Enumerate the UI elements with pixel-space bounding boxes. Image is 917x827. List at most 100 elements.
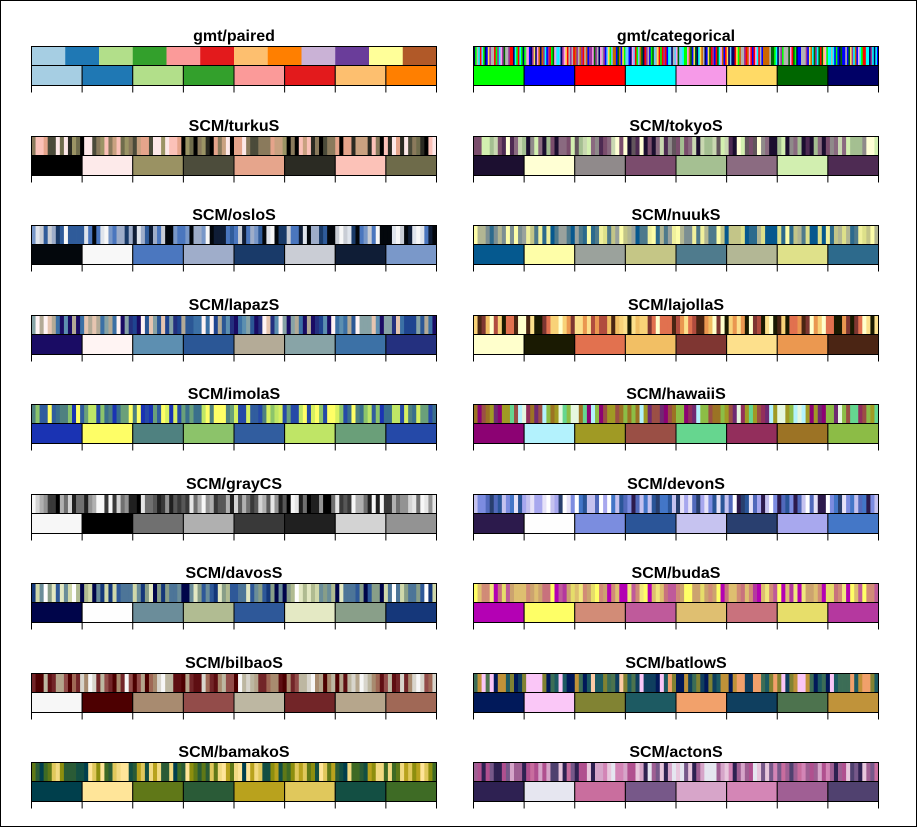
top-strip-segment [205,136,211,155]
top-strip-segment [728,404,734,424]
top-strip-segment [319,315,324,334]
top-strip-segment [846,673,851,692]
top-strip-segment [671,583,677,603]
top-strip-segment [568,46,571,66]
top-strip-segment [542,315,547,334]
top-strip-segment [647,404,653,424]
top-strip-segment [140,673,146,692]
top-strip-segment [72,494,77,513]
top-strip-segment [797,762,802,782]
top-strip-segment [278,583,283,603]
top-strip-segment [225,583,231,603]
top-strip-segment [258,315,263,334]
top-strip-segment [611,583,616,603]
top-strip-segment [282,136,288,155]
top-strip-segment [627,673,632,692]
top-strip-segment [793,315,798,334]
top-strip-segment [479,46,482,66]
bottom-strip-swatch [675,333,728,355]
top-strip-segment [550,583,555,603]
top-strip-segment [258,762,263,782]
top-strip-segment [659,315,665,334]
top-strip-segment [63,583,69,603]
top-strip-segment [744,762,750,782]
top-strip-segment [375,762,381,782]
top-strip-segment [700,673,705,692]
top-strip-segment [659,225,665,245]
top-strip-segment [238,762,243,782]
top-strip-segment [578,673,584,692]
top-strip-segment [323,225,328,245]
colormap-title: SCM/imolaS [187,386,281,403]
colormap-title: SCM/lajollaS [627,296,725,314]
top-strip-segment [144,225,150,245]
top-strip-segment [780,46,783,66]
top-strip-segment [667,762,673,782]
bottom-strip-swatch [233,65,286,86]
top-strip-segment [765,762,770,782]
top-strip-segment [761,494,766,513]
top-strip-segment [92,494,97,513]
top-strip-segment [805,673,811,692]
top-strip-segment [132,583,138,603]
top-strip-segment [785,46,788,66]
top-strip-segment [534,404,539,424]
top-strip-segment [516,46,519,66]
top-strip-segment [783,46,786,66]
top-strip-segment [274,494,279,513]
top-strip-segment [51,673,57,692]
top-strip-segment [221,225,227,245]
top-strip-segment [400,315,405,334]
top-strip-segment [217,673,223,692]
top-strip-segment [217,136,223,155]
top-strip-segment [136,136,142,155]
top-strip-segment [680,225,685,245]
top-strip-segment [505,583,511,603]
top-strip-segment [165,673,170,692]
top-strip-segment [209,673,215,692]
top-strip-segment [339,762,344,782]
bottom-strip-swatch [31,423,83,444]
top-strip-segment [331,673,336,692]
bottom-strip-swatch [523,602,576,623]
top-strip-segment [528,46,531,66]
top-strip-segment [712,583,717,603]
top-strip-segment [490,46,493,66]
top-strip-segment [486,46,489,66]
top-strip-segment [201,583,207,603]
top-strip-segment [805,315,811,334]
top-strip-segment [562,225,568,245]
top-strip-segment [805,46,808,66]
top-strip-segment [684,315,689,334]
bottom-strip-swatch [182,512,235,534]
bottom-strip-swatch [675,154,728,176]
colormap-title: SCM/turkuS [188,117,280,135]
top-strip-segment [335,762,340,782]
colormap-strips [31,672,438,719]
top-strip-segment [266,136,271,155]
top-strip-segment [655,494,661,513]
top-strip-segment [821,673,827,692]
top-strip-segment [838,136,843,155]
top-strip-segment [562,404,568,424]
top-strip-segment [489,583,495,603]
top-strip-segment [197,762,202,782]
top-strip-segment [603,46,606,66]
colormap-panel: gmt/categorical [473,28,880,96]
top-strip-segment [221,494,227,513]
top-strip-segment [157,583,162,603]
top-strip-segment [489,315,495,334]
top-strip-segment [866,762,871,782]
bottom-strip-swatch [81,423,134,444]
top-strip-segment [481,315,487,334]
top-strip-segment [765,315,770,334]
top-strip-segment [582,225,588,245]
top-strip-segment [633,46,636,66]
top-strip-segment [676,494,681,513]
top-strip-segment [359,494,364,513]
top-strip-segment [72,225,77,245]
top-strip-segment [659,583,665,603]
top-strip-segment [416,315,421,334]
top-strip-segment [193,136,198,155]
top-strip-segment [729,46,732,66]
